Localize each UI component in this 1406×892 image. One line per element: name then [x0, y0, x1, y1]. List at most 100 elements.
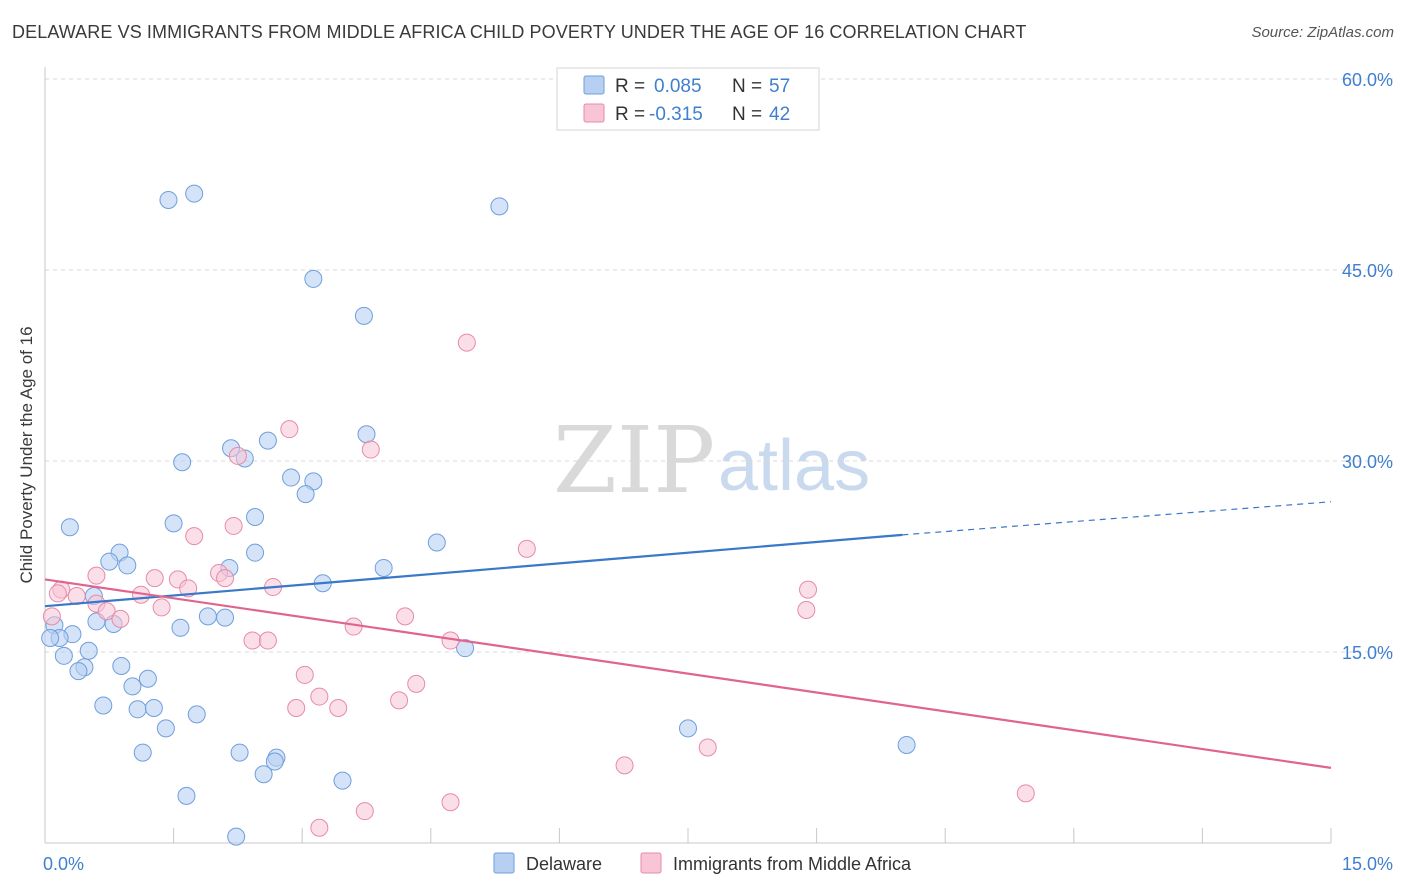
trend-lines — [44, 501, 1332, 769]
immigrants-point — [48, 584, 67, 603]
delaware-point — [296, 485, 315, 504]
delaware-point — [230, 743, 249, 762]
immigrants-point — [698, 738, 717, 757]
top-legend: R = 0.085 N = 57 R = -0.315 N = 42 — [556, 67, 820, 131]
y-tick-label-45: 45.0% — [1342, 261, 1393, 281]
y-tick-label-15: 15.0% — [1342, 643, 1393, 663]
delaware-trend-line — [44, 533, 903, 608]
delaware-point — [304, 269, 323, 288]
delaware-point — [490, 197, 509, 216]
immigrants-point — [243, 631, 262, 650]
immigrants-point — [87, 566, 106, 585]
immigrants-point — [111, 609, 130, 628]
delaware-point — [258, 431, 277, 450]
immigrants-point — [517, 539, 536, 558]
legend-r-value-2: -0.315 — [649, 104, 703, 125]
delaware-point — [282, 468, 301, 487]
delaware-point — [100, 552, 119, 571]
legend-swatch-delaware — [583, 75, 605, 95]
immigrants-point — [361, 440, 380, 459]
immigrants-point — [457, 333, 476, 352]
delaware-point — [144, 699, 163, 718]
delaware-point — [159, 190, 178, 209]
delaware-points — [41, 184, 916, 846]
legend-n-value-2: 42 — [769, 104, 790, 125]
immigrants-point — [152, 598, 171, 617]
legend-n-label-1: N = — [732, 76, 762, 97]
delaware-point — [374, 558, 393, 577]
delaware-point — [156, 719, 175, 738]
bottom-legend-swatch-delaware — [493, 852, 515, 874]
immigrants-trend-line — [44, 578, 1332, 769]
delaware-point — [60, 518, 79, 537]
immigrants-point — [390, 691, 409, 710]
immigrants-point — [329, 699, 348, 718]
delaware-point — [94, 696, 113, 715]
bottom-legend: Delaware Immigrants from Middle Africa — [493, 852, 912, 874]
delaware-point — [427, 533, 446, 552]
immigrants-point — [179, 579, 198, 598]
delaware-point — [138, 669, 157, 688]
y-tick-label-60: 60.0% — [1342, 70, 1393, 90]
immigrants-point — [145, 569, 164, 588]
delaware-point — [171, 618, 190, 637]
delaware-point — [246, 508, 265, 527]
bottom-legend-delaware: Delaware — [526, 854, 602, 874]
immigrants-point — [799, 580, 818, 599]
immigrants-point — [287, 699, 306, 718]
immigrants-point — [310, 687, 329, 706]
immigrants-points — [42, 333, 1035, 837]
delaware-point — [185, 184, 204, 203]
delaware-point — [133, 743, 152, 762]
immigrants-point — [396, 607, 415, 626]
legend-r-label-1: R = — [615, 76, 645, 97]
delaware-point — [177, 786, 196, 805]
immigrants-point — [310, 818, 329, 837]
tick-labels: 15.0% 30.0% 45.0% 60.0% 0.0% 15.0% — [43, 70, 1393, 874]
immigrants-point — [441, 793, 460, 812]
legend-r-value-1: 0.085 — [654, 76, 702, 97]
delaware-point — [897, 735, 916, 754]
delaware-point — [128, 700, 147, 719]
delaware-point — [227, 827, 246, 846]
immigrants-point — [797, 600, 816, 619]
immigrants-point — [216, 569, 235, 588]
delaware-point — [54, 646, 73, 665]
immigrants-point — [1016, 784, 1035, 803]
legend-n-label-2: N = — [732, 104, 762, 125]
legend-swatch-immigrants — [583, 103, 605, 123]
delaware-point — [112, 657, 131, 676]
delaware-point — [679, 719, 697, 738]
delaware-point — [164, 514, 183, 533]
immigrants-point — [228, 446, 247, 465]
delaware-point — [456, 639, 475, 658]
bottom-legend-immigrants: Immigrants from Middle Africa — [673, 854, 912, 874]
immigrants-point — [42, 607, 61, 626]
delaware-point — [79, 641, 98, 660]
legend-r-label-2: R = — [615, 104, 645, 125]
legend-n-value-1: 57 — [769, 76, 790, 97]
x-tick-label-left: 0.0% — [43, 854, 84, 874]
delaware-point — [198, 607, 217, 626]
watermark-atlas: atlas — [718, 426, 870, 506]
delaware-point — [173, 453, 192, 472]
delaware-point — [246, 543, 265, 562]
x-tick-label-right: 15.0% — [1342, 854, 1393, 874]
immigrants-point — [355, 802, 374, 821]
immigrants-point — [407, 674, 426, 693]
delaware-point — [254, 765, 273, 784]
delaware-trend-extension — [902, 501, 1332, 536]
delaware-point — [69, 662, 88, 681]
bottom-legend-swatch-immigrants — [640, 852, 662, 874]
y-tick-label-30: 30.0% — [1342, 452, 1393, 472]
delaware-point — [265, 752, 284, 771]
delaware-point — [354, 306, 373, 325]
delaware-point — [216, 608, 235, 627]
watermark-zip: ZIP — [553, 407, 715, 514]
delaware-point — [357, 425, 376, 444]
immigrants-point — [295, 665, 314, 684]
axes — [44, 67, 1332, 844]
immigrants-point — [280, 420, 299, 439]
immigrants-point — [615, 756, 634, 775]
